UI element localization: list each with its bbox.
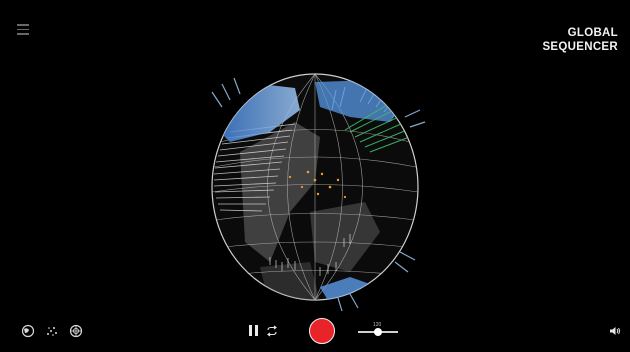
app-title: GLOBAL SEQUENCER (542, 26, 618, 54)
tempo-knob[interactable] (374, 327, 382, 336)
landmass-grey-2 (310, 202, 380, 272)
pause-icon[interactable] (249, 325, 259, 336)
volume-icon[interactable] (609, 324, 621, 336)
target-view-icon[interactable] (69, 324, 83, 338)
tempo-slider[interactable]: 120 (358, 322, 400, 342)
record-button[interactable] (309, 318, 335, 344)
data-orange-points (288, 170, 347, 199)
control-bar: 120 (0, 310, 630, 352)
globe-view-icon[interactable] (21, 324, 35, 338)
scatter-view-icon[interactable] (45, 324, 59, 338)
title-line-2: SEQUENCER (542, 41, 618, 53)
globe-visualization[interactable] (200, 62, 430, 312)
title-line-1: GLOBAL (567, 27, 618, 39)
data-white-ticks (269, 234, 351, 276)
loop-icon[interactable] (266, 324, 278, 337)
tempo-value: 120 (373, 322, 382, 328)
menu-icon[interactable] (17, 24, 29, 36)
data-outer-spikes (211, 77, 426, 312)
